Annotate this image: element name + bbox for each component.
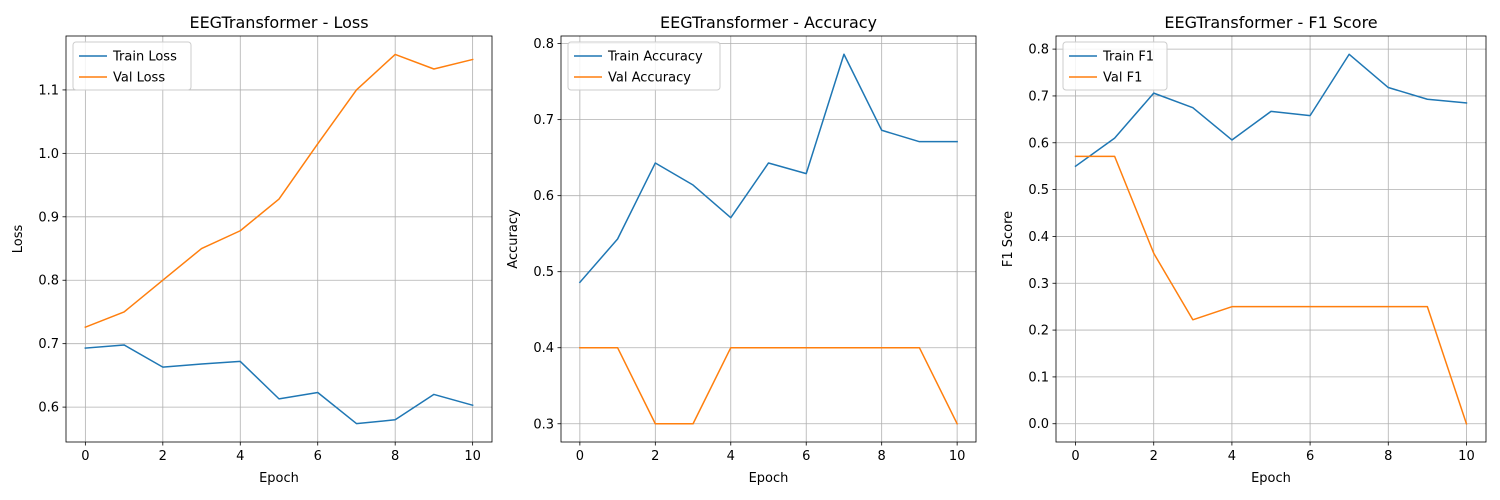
y-tick-label: 0.7 [533, 113, 554, 128]
legend-box [72, 41, 192, 91]
chart-title: EEGTransformer - F1 Score [1164, 13, 1377, 32]
x-tick-label: 10 [949, 449, 966, 464]
x-tick-label: 4 [1228, 449, 1236, 464]
legend-box [567, 41, 721, 91]
chart-panel-1: 0 2 4 6 8 10 0.6 0.7 0.8 0.9 1.0 1.1 EEGTransformer … [11, 13, 493, 486]
series-line-val-accuracy [579, 346, 959, 425]
x-tick-label: 6 [1306, 449, 1314, 464]
legend: Train Accuracy Val Accuracy [567, 41, 721, 91]
chart-title: EEGTransformer - Loss [189, 13, 368, 32]
legend-box [1062, 41, 1168, 91]
x-tick-label: 6 [802, 449, 810, 464]
series-line-train-f1 [1074, 53, 1468, 168]
y-tick-label: 0.6 [38, 401, 59, 416]
legend-entry: Train F1 [1102, 50, 1154, 65]
y-tick-label: 0.3 [533, 417, 554, 432]
y-tick-label: 0.4 [533, 341, 554, 356]
y-tick-label: 0.0 [1028, 417, 1049, 432]
y-tick-label: 0.5 [533, 265, 554, 280]
y-tick-label: 0.4 [1028, 230, 1049, 245]
legend-entry: Train Loss [112, 50, 177, 65]
y-tick-label: 0.6 [1028, 136, 1049, 151]
x-tick-label: 0 [576, 449, 584, 464]
x-tick-label: 10 [1458, 449, 1475, 464]
y-tick-label: 1.1 [38, 83, 59, 98]
legend-entry: Val F1 [1103, 71, 1142, 86]
legend-entry: Train Accuracy [607, 50, 703, 65]
chart-panel-2: 0 2 4 6 8 10 0.3 0.4 0.5 0.6 0.7 0.8 EEGTransformer … [506, 13, 977, 486]
series-line-train-accuracy [578, 53, 958, 284]
plot-frame [1055, 35, 1487, 443]
x-tick-label: 4 [727, 449, 735, 464]
y-axis-label: F1 Score [1001, 211, 1016, 267]
y-tick-label: 0.8 [38, 274, 59, 289]
y-axis-label: Accuracy [506, 209, 521, 269]
x-tick-label: 10 [464, 449, 481, 464]
x-tick-label: 8 [391, 449, 399, 464]
legend-entry: Val Accuracy [608, 71, 691, 86]
series-line-val-f1 [1074, 155, 1468, 425]
y-tick-label: 0.7 [1028, 89, 1049, 104]
legend: Train F1 Val F1 [1062, 41, 1168, 91]
y-tick-label: 0.8 [1028, 43, 1049, 58]
chart-panel-3: 0 2 4 6 8 10 0.0 0.1 0.2 0.3 0.4 0.5 0.6 0.7 0.8 EEGTra… [1001, 13, 1487, 486]
y-tick-label: 0.6 [533, 189, 554, 204]
y-tick-label: 0.3 [1028, 277, 1049, 292]
chart-title: EEGTransformer - Accuracy [660, 13, 877, 32]
x-axis-label: Epoch [259, 471, 299, 486]
series-line-val-loss [84, 53, 474, 329]
x-tick-label: 8 [878, 449, 886, 464]
x-tick-label: 0 [1071, 449, 1079, 464]
x-tick-label: 8 [1384, 449, 1392, 464]
x-tick-label: 0 [81, 449, 89, 464]
y-tick-label: 0.1 [1028, 370, 1049, 385]
x-axis-label: Epoch [1251, 471, 1291, 486]
legend-entry: Val Loss [113, 71, 165, 86]
y-tick-label: 0.2 [1028, 324, 1049, 339]
x-tick-label: 2 [159, 449, 167, 464]
legend: Train Loss Val Loss [72, 41, 192, 91]
plot-frame [65, 35, 493, 443]
y-tick-label: 1.0 [38, 147, 59, 162]
x-tick-label: 4 [236, 449, 244, 464]
y-tick-label: 0.8 [533, 37, 554, 52]
x-tick-label: 2 [651, 449, 659, 464]
series-line-train-loss [84, 344, 474, 425]
y-tick-label: 0.7 [38, 337, 59, 352]
x-tick-label: 2 [1150, 449, 1158, 464]
x-axis-label: Epoch [749, 471, 789, 486]
y-axis-label: Loss [11, 225, 26, 254]
y-tick-label: 0.5 [1028, 183, 1049, 198]
plot-frame [560, 35, 977, 443]
y-tick-label: 0.9 [38, 210, 59, 225]
x-tick-label: 6 [314, 449, 322, 464]
